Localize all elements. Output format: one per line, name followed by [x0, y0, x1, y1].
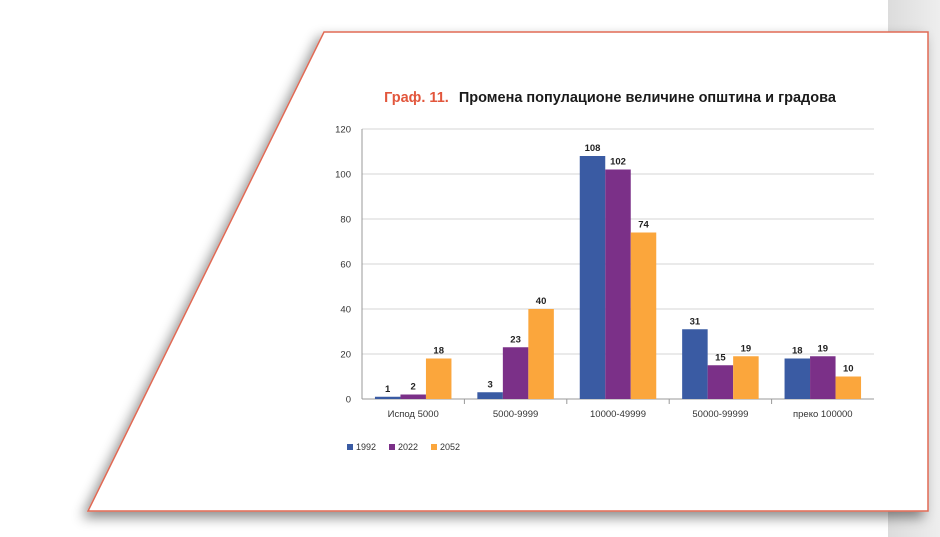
y-tick-label: 20	[340, 350, 351, 361]
chart-title: Граф. 11. Промена популационе величине о…	[384, 90, 837, 106]
data-label: 23	[510, 334, 521, 345]
legend: 1992 2022 2052	[347, 442, 460, 452]
bar	[707, 365, 734, 399]
data-label: 10	[843, 364, 854, 375]
bar	[579, 156, 606, 399]
data-label: 3	[487, 379, 492, 390]
data-label: 31	[690, 316, 701, 327]
bar	[784, 358, 811, 399]
data-label: 102	[610, 157, 626, 168]
y-tick-label: 0	[346, 395, 351, 406]
legend-label: 2052	[440, 442, 460, 452]
data-label: 18	[433, 346, 444, 357]
data-labels: 1 2 18 3 23 40 108 102 74 31 15 19 18 19 10	[385, 143, 854, 395]
bar	[605, 169, 631, 399]
data-label: 108	[585, 143, 601, 154]
data-label: 40	[536, 296, 547, 307]
y-tick-label: 60	[340, 260, 351, 271]
x-tick-label: 50000-99999	[692, 409, 748, 420]
bar	[477, 392, 503, 399]
y-tick-label: 40	[340, 305, 351, 316]
data-label: 19	[818, 343, 829, 354]
y-axis: 0 20 40 60 80 100 120	[335, 125, 363, 406]
bar	[630, 232, 657, 399]
bar	[502, 347, 529, 399]
bar	[425, 358, 452, 399]
bar	[400, 394, 426, 399]
data-label: 74	[638, 220, 649, 231]
data-label: 18	[792, 346, 803, 357]
x-tick-label: преко 100000	[793, 409, 853, 420]
legend-label: 1992	[356, 442, 376, 452]
chart-title-main: Промена популационе величине општина и г…	[459, 90, 837, 106]
data-label: 15	[715, 352, 726, 363]
bars	[374, 156, 862, 399]
y-tick-label: 100	[335, 170, 351, 181]
legend-swatch	[389, 444, 395, 450]
bar	[733, 356, 759, 399]
legend-swatch	[347, 444, 353, 450]
y-tick-label: 80	[340, 215, 351, 226]
x-tick-label: 10000-49999	[590, 409, 646, 420]
x-tick-label: 5000-9999	[493, 409, 538, 420]
bar	[810, 356, 836, 399]
bar	[374, 396, 401, 399]
chart-title-prefix: Граф. 11.	[384, 90, 449, 106]
data-label: 2	[411, 382, 416, 393]
x-axis: Испод 5000 5000-9999 10000-49999 50000-9999…	[388, 399, 853, 420]
data-label: 19	[741, 343, 752, 354]
legend-swatch	[431, 444, 437, 450]
bar	[835, 376, 862, 399]
bar	[528, 309, 554, 399]
bar	[682, 329, 708, 399]
y-tick-label: 120	[335, 125, 351, 136]
legend-label: 2022	[398, 442, 418, 452]
data-label: 1	[385, 384, 391, 395]
x-tick-label: Испод 5000	[388, 409, 439, 420]
